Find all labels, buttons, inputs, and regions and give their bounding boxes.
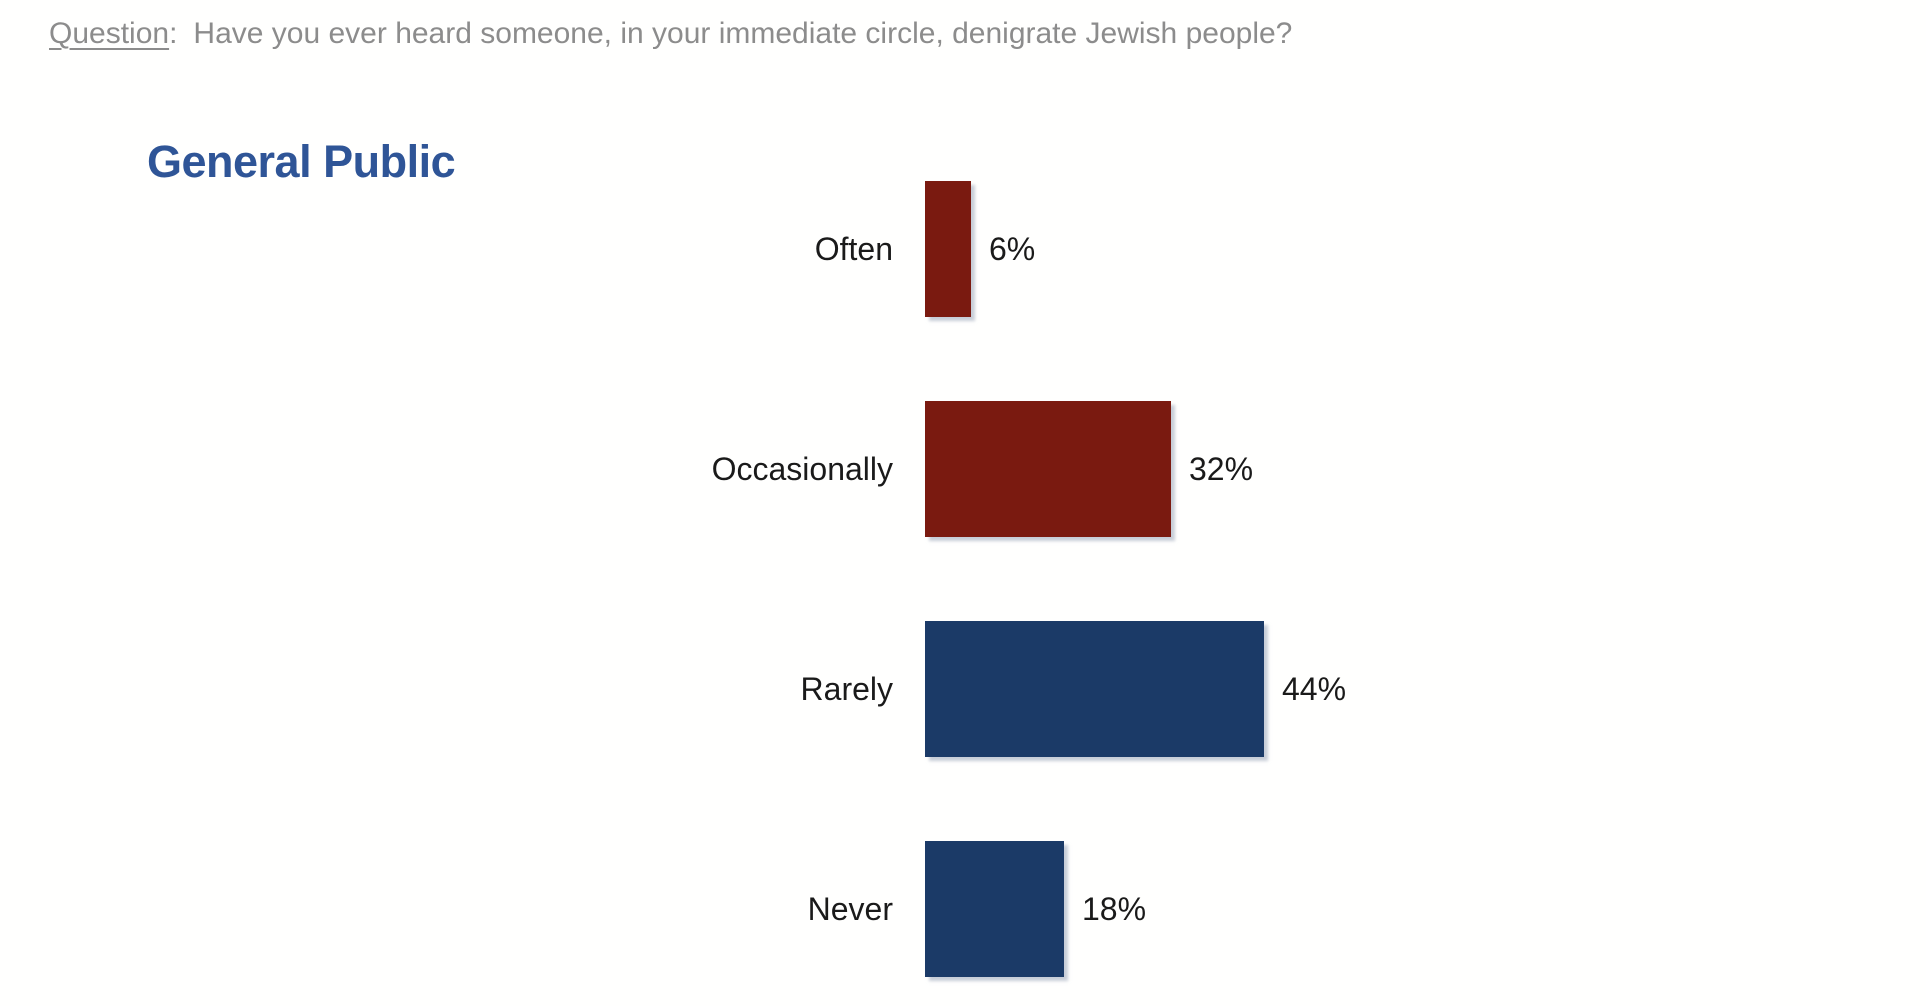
value-label: 32% xyxy=(1189,450,1254,487)
category-label: Rarely xyxy=(800,670,893,707)
chart-title: General Public xyxy=(147,136,456,187)
value-label: 6% xyxy=(989,230,1036,267)
category-label: Never xyxy=(807,890,893,927)
question-label: Question xyxy=(49,17,170,50)
category-label: Often xyxy=(814,230,893,267)
bar-never xyxy=(925,841,1064,977)
bar-rarely xyxy=(925,621,1264,757)
question-body: Have you ever heard someone, in your imm… xyxy=(193,17,1293,50)
category-label: Occasionally xyxy=(711,450,893,487)
value-label: 18% xyxy=(1082,890,1147,927)
chart-row-often: Often 6% xyxy=(0,181,1926,317)
question-separator: : xyxy=(169,17,178,50)
chart-row-never: Never 18% xyxy=(0,841,1926,977)
bar-often xyxy=(925,181,971,317)
question-text: Question: Have you ever heard someone, in… xyxy=(49,17,1292,50)
chart-row-rarely: Rarely 44% xyxy=(0,621,1926,757)
bar-occasionally xyxy=(925,401,1171,537)
chart-row-occasionally: Occasionally 32% xyxy=(0,401,1926,537)
value-label: 44% xyxy=(1282,670,1347,707)
